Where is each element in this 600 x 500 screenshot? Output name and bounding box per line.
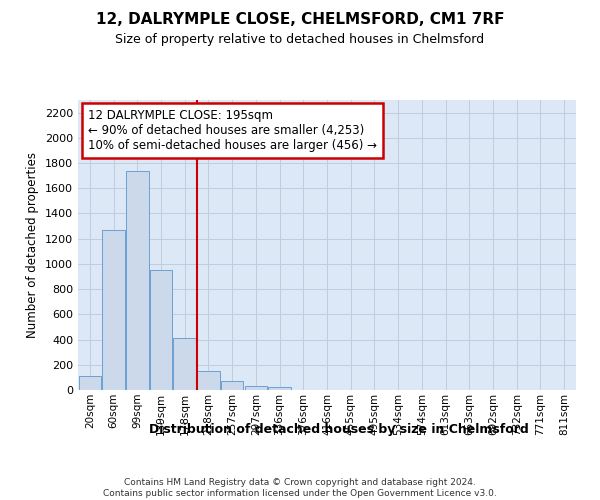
Text: 12 DALRYMPLE CLOSE: 195sqm
← 90% of detached houses are smaller (4,253)
10% of s: 12 DALRYMPLE CLOSE: 195sqm ← 90% of deta…	[88, 108, 377, 152]
Bar	[150, 270, 172, 390]
Text: Contains HM Land Registry data © Crown copyright and database right 2024.
Contai: Contains HM Land Registry data © Crown c…	[103, 478, 497, 498]
Bar	[79, 376, 101, 390]
Y-axis label: Number of detached properties: Number of detached properties	[26, 152, 40, 338]
Bar	[197, 371, 220, 390]
Text: 12, DALRYMPLE CLOSE, CHELMSFORD, CM1 7RF: 12, DALRYMPLE CLOSE, CHELMSFORD, CM1 7RF	[96, 12, 504, 28]
Bar	[268, 388, 291, 390]
Bar	[221, 380, 244, 390]
Bar	[173, 338, 196, 390]
Text: Size of property relative to detached houses in Chelmsford: Size of property relative to detached ho…	[115, 32, 485, 46]
Bar	[126, 170, 149, 390]
Bar	[103, 230, 125, 390]
Text: Distribution of detached houses by size in Chelmsford: Distribution of detached houses by size …	[149, 422, 529, 436]
Bar	[245, 386, 267, 390]
